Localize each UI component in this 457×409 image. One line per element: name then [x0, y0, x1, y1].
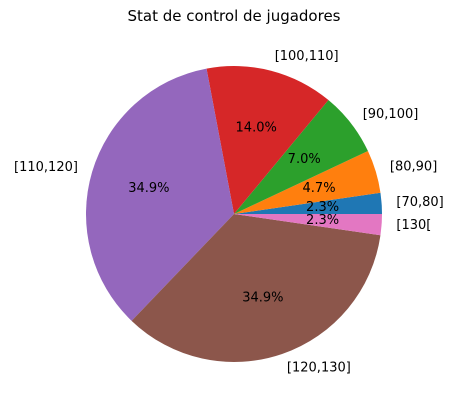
- pie-slice-4: [86, 68, 234, 321]
- pie-slice-percent-5: 34.9%: [242, 290, 283, 305]
- pie-slice-label-1: [80,90]: [390, 160, 437, 175]
- pie-slice-label-2: [90,100]: [363, 107, 419, 122]
- pie-slice-percent-0: 2.3%: [306, 200, 339, 215]
- pie-slice-1: [234, 151, 381, 214]
- pie-slice-6: [234, 214, 382, 236]
- pie-slice-label-6: [130[: [396, 218, 431, 233]
- pie-slice-label-3: [100,110]: [275, 49, 339, 64]
- pie-slice-0: [234, 192, 382, 214]
- pie-slice-3: [206, 66, 329, 214]
- pie-slice-percent-3: 14.0%: [236, 121, 277, 136]
- chart-title: Stat de control de jugadores: [127, 7, 341, 25]
- pie-slice-percent-2: 7.0%: [288, 152, 321, 167]
- pie-slice-5: [131, 214, 381, 363]
- pie-slice-percent-4: 34.9%: [128, 181, 169, 196]
- pie-slice-label-4: [110,120]: [14, 160, 78, 175]
- pie-slice-percent-6: 2.3%: [306, 213, 339, 228]
- pie-slice-2: [234, 100, 368, 214]
- pie-slice-label-0: [70,80]: [396, 195, 443, 210]
- pie-slice-label-5: [120,130]: [287, 360, 351, 375]
- pie-slice-percent-1: 4.7%: [303, 181, 336, 196]
